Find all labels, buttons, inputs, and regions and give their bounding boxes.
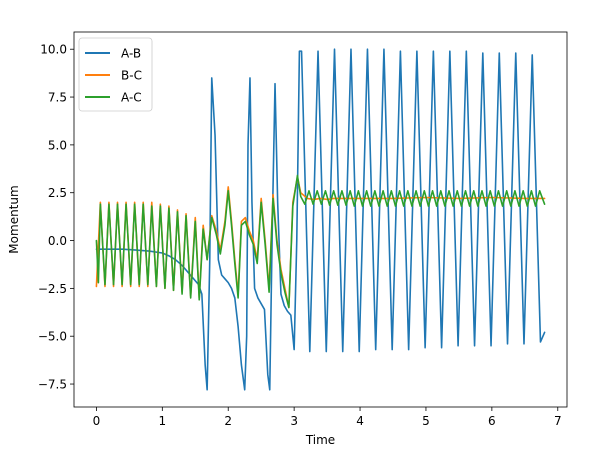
y-axis-label: Momentum <box>7 185 21 253</box>
y-tick-label: 10.0 <box>40 43 67 57</box>
x-tick-label: 6 <box>488 414 496 428</box>
y-tick-label: −2.5 <box>38 282 67 296</box>
legend-label-b-c: B-C <box>121 69 142 83</box>
x-tick-label: 5 <box>422 414 430 428</box>
x-axis-label: Time <box>305 433 335 447</box>
y-axis-ticks: −7.5 −5.0 −2.5 0.0 2.5 5.0 7.5 10.0 <box>38 43 74 392</box>
y-tick-label: 2.5 <box>48 186 67 200</box>
x-axis-ticks: 0 1 2 3 4 5 6 7 <box>93 407 562 428</box>
legend-label-a-c: A-C <box>121 91 142 105</box>
y-tick-label: −7.5 <box>38 378 67 392</box>
plot-area-frame <box>73 31 568 408</box>
x-tick-label: 2 <box>224 414 232 428</box>
y-tick-label: 0.0 <box>48 234 67 248</box>
y-tick-label: 7.5 <box>48 91 67 105</box>
legend-frame <box>78 37 153 112</box>
series-layer <box>95 48 546 391</box>
legend: A-B B-C A-C <box>78 37 153 112</box>
y-tick-label: 5.0 <box>48 138 67 152</box>
x-tick-label: 1 <box>158 414 166 428</box>
x-tick-label: 0 <box>93 414 101 428</box>
y-tick-label: −5.0 <box>38 330 67 344</box>
x-tick-label: 7 <box>554 414 562 428</box>
legend-label-a-b: A-B <box>121 47 141 61</box>
x-tick-label: 3 <box>290 414 298 428</box>
x-tick-label: 4 <box>356 414 364 428</box>
series-line-a-c <box>95 174 546 309</box>
